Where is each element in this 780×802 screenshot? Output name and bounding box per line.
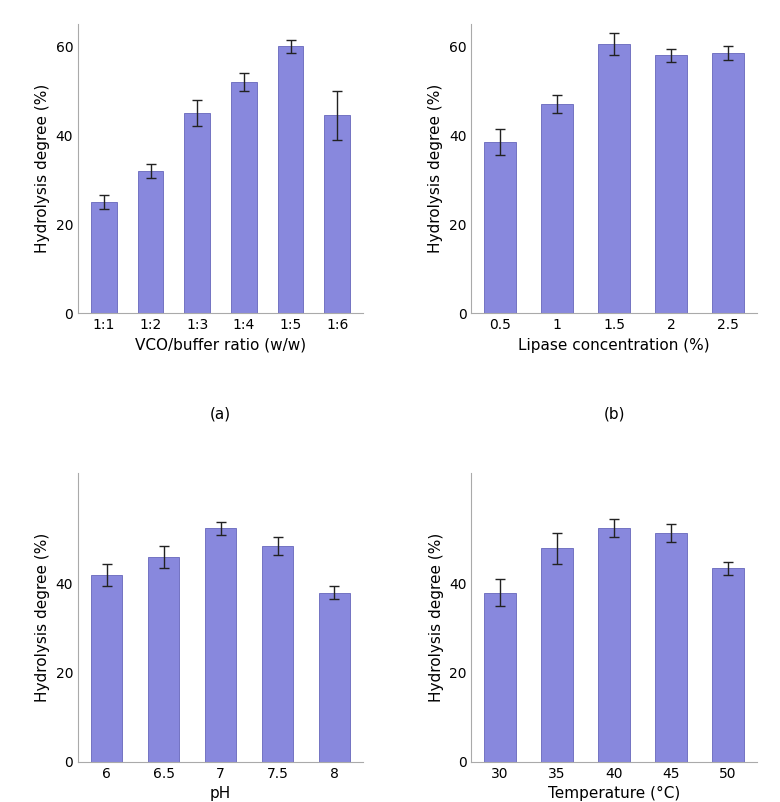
Bar xyxy=(319,593,350,762)
Bar xyxy=(278,47,303,314)
Bar xyxy=(712,569,743,762)
Y-axis label: Hydrolysis degree (%): Hydrolysis degree (%) xyxy=(35,533,50,702)
Bar xyxy=(541,549,573,762)
X-axis label: Temperature (°C): Temperature (°C) xyxy=(548,786,680,801)
Bar xyxy=(655,533,686,762)
Bar xyxy=(91,202,117,314)
Bar xyxy=(484,142,516,314)
Bar xyxy=(262,546,293,762)
Y-axis label: Hydrolysis degree (%): Hydrolysis degree (%) xyxy=(428,533,444,702)
Bar xyxy=(598,529,629,762)
Bar xyxy=(231,82,257,314)
Bar xyxy=(324,115,350,314)
Bar xyxy=(205,529,236,762)
Bar xyxy=(184,113,210,314)
Bar xyxy=(148,557,179,762)
Bar xyxy=(484,593,516,762)
Y-axis label: Hydrolysis degree (%): Hydrolysis degree (%) xyxy=(428,84,444,253)
Text: (b): (b) xyxy=(603,406,625,421)
Bar xyxy=(541,104,573,314)
Bar xyxy=(598,44,629,314)
Bar xyxy=(137,171,163,314)
X-axis label: VCO/buffer ratio (w/w): VCO/buffer ratio (w/w) xyxy=(135,338,306,353)
Bar xyxy=(91,575,122,762)
Bar xyxy=(655,55,686,314)
Y-axis label: Hydrolysis degree (%): Hydrolysis degree (%) xyxy=(35,84,50,253)
X-axis label: pH: pH xyxy=(210,786,231,801)
Bar xyxy=(712,53,743,314)
Text: (a): (a) xyxy=(210,406,231,421)
X-axis label: Lipase concentration (%): Lipase concentration (%) xyxy=(518,338,710,353)
